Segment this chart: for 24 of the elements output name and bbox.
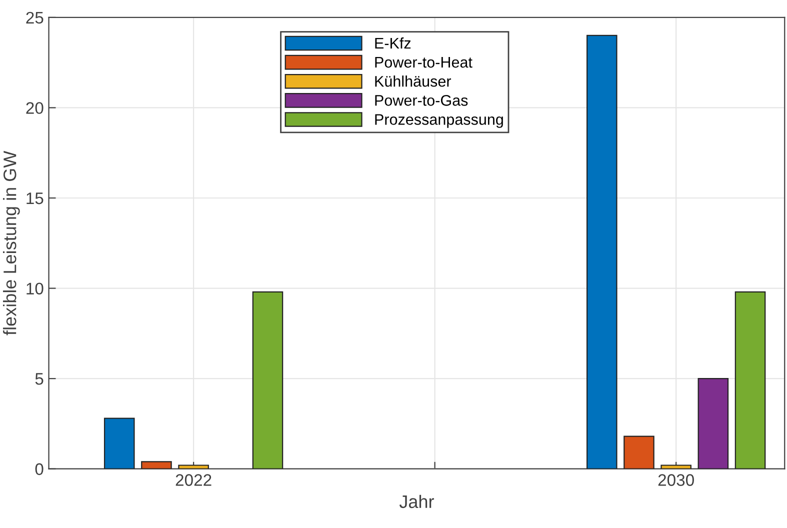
- legend-label: Kühlhäuser: [375, 76, 452, 87]
- x-tick-label: 2030: [658, 474, 694, 486]
- y-tick-label: 20: [26, 102, 44, 114]
- bar: [660, 464, 692, 469]
- bar: [178, 464, 209, 469]
- bar: [624, 436, 654, 469]
- bar: [698, 378, 729, 469]
- legend-label: Power-to-Heat: [375, 57, 472, 68]
- bar: [734, 291, 766, 469]
- bar: [104, 418, 135, 469]
- y-tick-label: 5: [35, 373, 44, 385]
- y-tick-label: 10: [26, 282, 44, 294]
- y-tick-label: 0: [35, 463, 44, 476]
- y-tick-label: 25: [26, 12, 44, 24]
- y-tick-label: 15: [26, 192, 44, 204]
- bar: [252, 291, 284, 469]
- y-axis-title: flexible Leistung in GW: [3, 150, 20, 336]
- bar: [141, 461, 172, 469]
- legend-label: Prozessanpassung: [375, 114, 503, 128]
- x-axis-title: Jahr: [399, 494, 434, 508]
- x-tick-label: 2022: [176, 474, 212, 486]
- legend-label: E-Kfz: [375, 37, 411, 48]
- legend-label: Power-to-Gas: [375, 94, 468, 106]
- bar: [586, 34, 618, 469]
